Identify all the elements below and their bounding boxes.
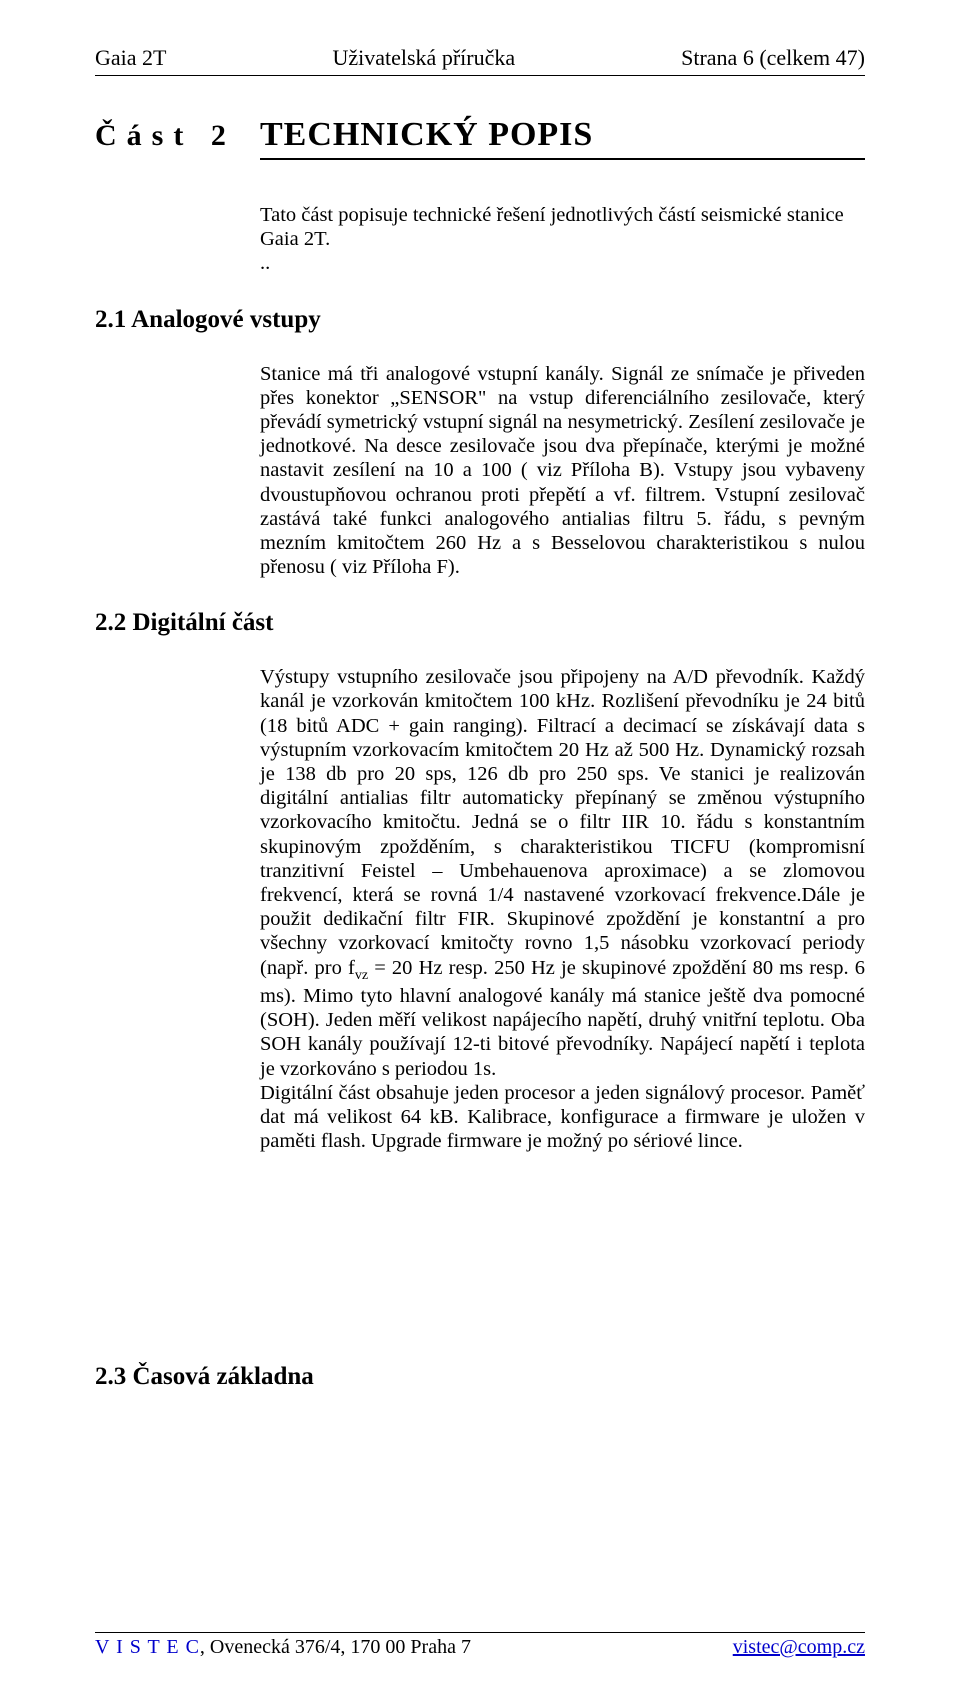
section-2-1-body: Stanice má tři analogové vstupní kanály.…: [260, 362, 865, 580]
section-2-2-body: Výstupy vstupního zesilovače jsou připoj…: [260, 665, 865, 1153]
dotdot: ..: [260, 252, 270, 274]
chapter-intro: Tato část popisuje technické řešení jedn…: [260, 203, 865, 276]
chapter-intro-text: Tato část popisuje technické řešení jedn…: [260, 204, 844, 250]
part-label: Část 2: [95, 119, 260, 153]
title-block: TECHNICKÝ POPIS: [260, 116, 865, 163]
header-left: Gaia 2T: [95, 45, 166, 71]
company-address: , Ovenecká 376/4, 170 00 Praha 7: [200, 1636, 471, 1658]
footer-left: V I S T E C, Ovenecká 376/4, 170 00 Prah…: [95, 1636, 471, 1659]
page-header: Gaia 2T Uživatelská příručka Strana 6 (c…: [95, 45, 865, 71]
title-underline: [260, 158, 865, 160]
footer-rule: [95, 1632, 865, 1633]
header-rule: [95, 75, 865, 76]
company-name: V I S T E C: [95, 1636, 200, 1658]
subscript-vz: vz: [355, 968, 368, 983]
section-2-1-heading: 2.1 Analogové vstupy: [95, 306, 865, 334]
header-center: Uživatelská příručka: [332, 45, 515, 71]
chapter-row: Část 2 TECHNICKÝ POPIS: [95, 116, 865, 163]
chapter-title: TECHNICKÝ POPIS: [260, 116, 865, 154]
footer-email: vistec@comp.cz: [733, 1636, 865, 1659]
header-right: Strana 6 (celkem 47): [681, 45, 865, 71]
page-footer: V I S T E C, Ovenecká 376/4, 170 00 Prah…: [95, 1632, 865, 1659]
section-2-3-heading: 2.3 Časová základna: [95, 1363, 865, 1391]
section-2-2-body-pre: Výstupy vstupního zesilovače jsou připoj…: [260, 666, 865, 978]
spacer: [95, 1183, 865, 1363]
section-2-2-body2: Digitální část obsahuje jeden procesor a…: [260, 1082, 865, 1152]
section-2-2-heading: 2.2 Digitální část: [95, 609, 865, 637]
